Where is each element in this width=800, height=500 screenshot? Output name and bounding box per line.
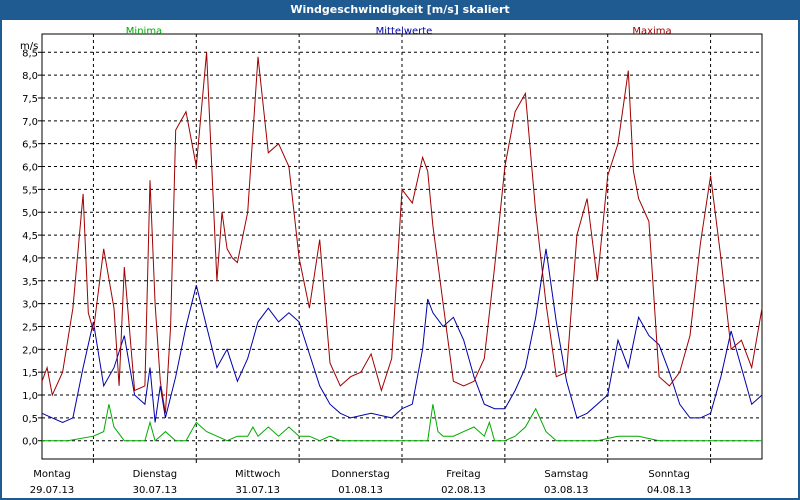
y-tick-label: 1,5 [22,368,38,379]
y-tick-label: 5,5 [22,185,38,196]
day-label: Samstag [544,469,588,480]
y-axis-unit-label: m/s [20,41,38,52]
date-label: 31.07.13 [235,485,280,496]
legend-minima: Minima [126,26,162,37]
maxima-line [41,52,763,414]
window-title: Windgeschwindigkeit [m/s] skaliert [290,3,510,16]
y-tick-label: 0,0 [22,437,38,448]
day-label: Mittwoch [235,469,280,480]
day-label: Dienstag [133,469,178,480]
minima-line [42,404,762,442]
y-tick-label: 8,0 [22,71,38,82]
grid-lines [38,34,762,463]
date-label: 04.08.13 [647,485,692,496]
date-label: 03.08.13 [544,485,589,496]
day-label: Sonntag [648,469,690,480]
chart-panel: 0,0 0,5 1,0 1,5 2,0 2,5 3,0 3,5 4,0 4,5 5,0 5,5 6,0 6… [2,20,798,498]
y-tick-label: 3,0 [22,300,38,311]
legend-maxima: Maxima [632,26,671,37]
day-label: Donnerstag [331,469,389,480]
y-tick-label: 1,0 [22,391,38,402]
y-tick-label: 5,0 [22,208,38,219]
y-tick-label: 0,5 [22,414,38,425]
y-tick-label: 3,5 [22,277,38,288]
date-label: 01.08.13 [338,485,383,496]
y-tick-label: 8,5 [22,48,38,59]
mittelwerte-line [41,248,763,423]
y-tick-label: 2,5 [22,322,38,333]
date-label: 29.07.13 [30,485,75,496]
date-label: 30.07.13 [133,485,178,496]
wind-speed-chart: 0,0 0,5 1,0 1,5 2,0 2,5 3,0 3,5 4,0 4,5 5,0 5,5 6,0 6… [20,26,763,496]
y-tick-labels: 0,0 0,5 1,0 1,5 2,0 2,5 3,0 3,5 4,0 4,5 5,0 5,5 6,0 6… [22,48,38,447]
y-tick-label: 7,5 [22,94,38,105]
x-tick-labels: Montag 29.07.13 Dienstag 30.07.13 Mittwoch 31… [30,469,692,496]
y-tick-label: 7,0 [22,117,38,128]
y-tick-label: 2,0 [22,345,38,356]
y-tick-label: 4,5 [22,231,38,242]
day-label: Montag [33,469,70,480]
day-label: Freitag [446,469,480,480]
date-label: 02.08.13 [441,485,486,496]
legend-mittelwerte: Mittelwerte [376,26,433,37]
y-tick-label: 6,0 [22,163,38,174]
y-tick-label: 4,0 [22,254,38,265]
series-lines [41,52,763,442]
y-tick-label: 6,5 [22,140,38,151]
